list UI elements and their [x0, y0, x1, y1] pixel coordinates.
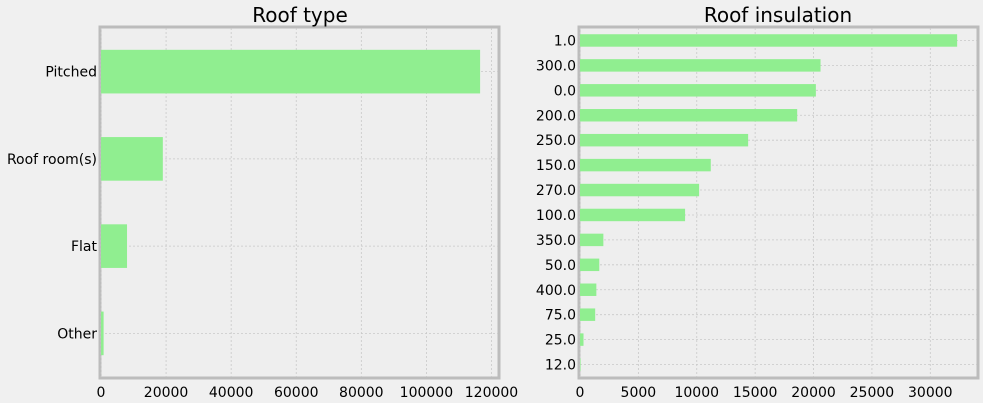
x-tick-label: 40000 [209, 385, 254, 401]
x-tick-label: 20000 [791, 385, 836, 401]
bar [580, 158, 711, 172]
x-tick-label: 0 [576, 385, 585, 401]
category-label: 400.0 [536, 283, 576, 299]
category-label: 270.0 [536, 183, 576, 199]
category-label: 75.0 [545, 308, 576, 324]
x-tick-label: 30000 [908, 385, 953, 401]
bar [580, 358, 581, 371]
bar [580, 84, 816, 97]
chart-title: Roof insulation [704, 3, 852, 27]
bar [101, 137, 163, 181]
x-tick-labels: 0 5000 10000 15000 20000 25000 30000 [576, 385, 953, 401]
bar [580, 183, 700, 197]
category-label: 25.0 [545, 333, 576, 349]
category-label: 50.0 [545, 258, 576, 274]
category-label: 12.0 [545, 358, 576, 374]
x-tick-label: 20000 [144, 385, 189, 401]
bar [580, 133, 749, 147]
chart-title: Roof type [252, 3, 348, 27]
x-tick-label: 0 [97, 385, 106, 401]
x-tick-labels: 0 20000 40000 60000 80000 100000 120000 [97, 385, 519, 401]
category-label: 300.0 [536, 58, 576, 74]
plot-area [577, 25, 980, 380]
bar [580, 258, 600, 272]
bar [580, 59, 821, 72]
bar [580, 308, 596, 321]
category-label: 200.0 [536, 108, 576, 124]
category-labels: Pitched Roof room(s) Flat Other [7, 65, 98, 343]
bar-series [580, 34, 958, 371]
x-tick-label: 5000 [621, 385, 657, 401]
bar-series [101, 49, 481, 356]
category-label: 1.0 [554, 33, 576, 49]
x-tick-label: 15000 [733, 385, 778, 401]
bar [101, 224, 128, 268]
x-tick-label: 10000 [674, 385, 719, 401]
category-labels: 1.0 300.0 0.0 200.0 250.0 150.0 270.0 100.0 350.… [536, 33, 576, 373]
bar [101, 311, 104, 356]
roof-type-chart: Pitched Roof room(s) Flat Other 0 20000 40000… [7, 3, 518, 401]
category-label: 350.0 [536, 233, 576, 249]
category-label: Other [57, 326, 97, 342]
x-tick-label: 80000 [339, 385, 384, 401]
bar [580, 109, 798, 122]
category-label: 100.0 [536, 208, 576, 224]
bar [580, 233, 604, 247]
category-label: Flat [71, 239, 98, 255]
category-label: Pitched [45, 65, 97, 81]
x-tick-label: 25000 [850, 385, 895, 401]
category-label: 250.0 [536, 133, 576, 149]
x-tick-label: 120000 [465, 385, 518, 401]
bar [580, 333, 584, 346]
bar [580, 208, 686, 222]
category-label: 150.0 [536, 158, 576, 174]
bar [101, 49, 481, 94]
bar [580, 283, 597, 296]
x-tick-label: 100000 [400, 385, 453, 401]
category-label: 0.0 [554, 83, 576, 99]
roof-insulation-chart: 1.0 300.0 0.0 200.0 250.0 150.0 270.0 100.0 350.… [536, 3, 980, 401]
x-tick-label: 60000 [274, 385, 319, 401]
bar [580, 34, 958, 47]
category-label: Roof room(s) [7, 152, 97, 168]
